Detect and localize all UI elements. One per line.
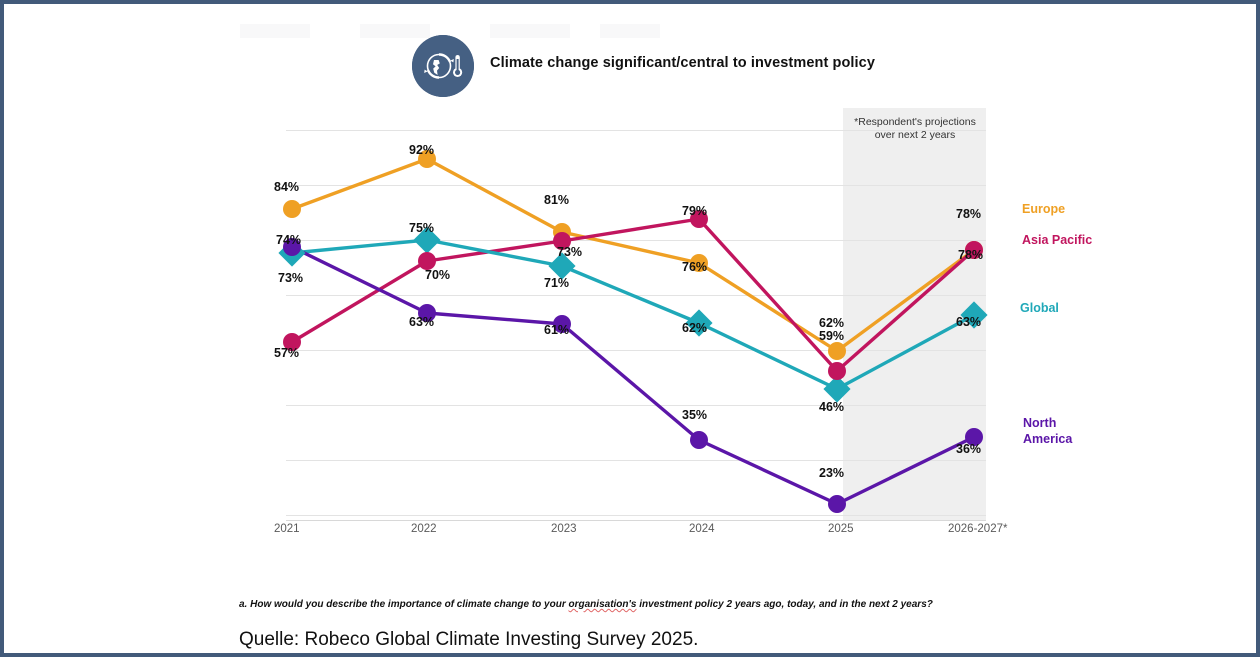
gridline: [286, 240, 986, 241]
chart-title: Climate change significant/central to in…: [490, 55, 876, 71]
legend-item-north-america: North America: [1023, 416, 1073, 446]
gridline: [286, 515, 986, 516]
gridline: [286, 350, 986, 351]
projection-note: *Respondent's projections over next 2 ye…: [854, 116, 976, 141]
data-label-europe-2022: 92%: [409, 143, 435, 157]
data-label-global-2024: 62%: [682, 321, 708, 335]
data-label-global-2026: 63%: [956, 315, 982, 329]
series-line-north-america: [290, 245, 976, 506]
x-tick-2022: 2022: [411, 523, 437, 535]
gridline: [286, 405, 986, 406]
data-label-europe-2023: 81%: [544, 193, 570, 207]
line-series-svg: [278, 150, 988, 513]
data-label-asia-2026: 78%: [958, 248, 984, 262]
series-markers-north-america: [283, 238, 983, 513]
x-axis-line: [286, 520, 986, 521]
data-label-na-2023: 61%: [544, 323, 570, 337]
x-tick-2024: 2024: [689, 523, 715, 535]
data-label-asia-2024: 79%: [682, 204, 708, 218]
legend-item-europe: Europe: [1022, 202, 1066, 216]
chart-header: Climate change significant/central to in…: [412, 35, 1032, 103]
legend-item-global: Global: [1020, 301, 1059, 315]
data-label-asia-2021: 57%: [274, 346, 300, 360]
data-label-europe-2021: 84%: [274, 180, 300, 194]
data-label-na-2026: 36%: [956, 442, 982, 456]
data-label-na-2024: 35%: [682, 408, 708, 422]
slide-canvas: Climate change significant/central to in…: [8, 8, 1256, 653]
data-label-global-2022: 75%: [409, 221, 435, 235]
x-tick-2025: 2025: [828, 523, 854, 535]
data-label-global-2021: 73%: [278, 271, 304, 285]
series-markers-global: [278, 226, 988, 403]
data-label-europe-2024: 76%: [682, 260, 708, 274]
data-label-asia-2025: 59%: [819, 329, 845, 343]
data-label-na-2025: 23%: [819, 466, 845, 480]
series-line-asia-pacific: [290, 217, 976, 373]
x-tick-2021: 2021: [274, 523, 300, 535]
legend-item-asia-pacific: Asia Pacific: [1022, 233, 1093, 247]
question-highlighted-word: organisation's: [568, 599, 637, 610]
data-label-na-2021: 74%: [276, 233, 302, 247]
survey-question-note: a. How would you describe the importance…: [239, 599, 933, 610]
series-markers-europe: [283, 150, 983, 360]
series-line-global: [290, 238, 976, 391]
data-label-global-2023: 71%: [544, 276, 570, 290]
data-label-europe-2026: 78%: [956, 207, 982, 221]
source-citation: Quelle: Robeco Global Climate Investing …: [239, 629, 699, 650]
series-line-europe: [290, 157, 976, 353]
gridline: [286, 185, 986, 186]
faded-header-text: [240, 24, 660, 38]
globe-thermometer-icon: [412, 35, 474, 97]
question-suffix: investment policy 2 years ago, today, an…: [636, 599, 933, 610]
gridline: [286, 130, 986, 131]
gridline: [286, 460, 986, 461]
chart-plot-area: *Respondent's projections over next 2 ye…: [274, 108, 988, 520]
data-label-asia-2022: 70%: [425, 268, 451, 282]
data-label-na-2022: 63%: [409, 315, 435, 329]
x-tick-2026-2027: 2026-2027*: [948, 523, 1008, 535]
series-markers-asia-pacific: [283, 210, 983, 380]
data-label-global-2025: 46%: [819, 400, 845, 414]
data-label-europe-2025: 62%: [819, 316, 845, 330]
x-tick-2023: 2023: [551, 523, 577, 535]
data-label-asia-2023: 73%: [557, 245, 583, 259]
question-prefix: a. How would you describe the importance…: [239, 599, 569, 610]
